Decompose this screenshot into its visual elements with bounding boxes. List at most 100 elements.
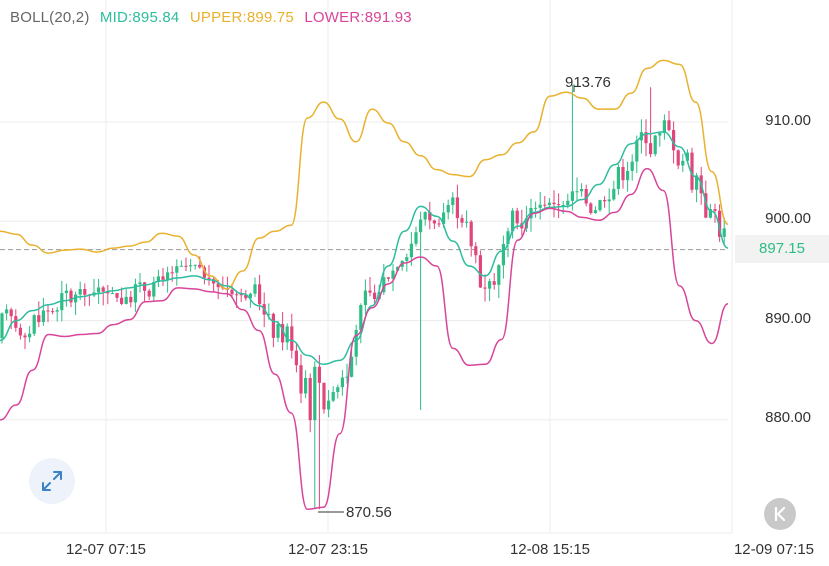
expand-arrows-icon [42,471,62,491]
candle-body [313,366,317,421]
annotation-leaders [318,84,575,513]
candle-body [580,189,584,192]
candle-body [428,212,432,221]
candle-body [304,378,308,394]
candle-body [566,200,570,206]
candle-body [359,305,363,331]
x-tick-label: 12-08 15:15 [509,541,591,558]
candle-body [718,210,722,237]
candle-body [607,199,611,202]
candle-body [708,209,712,218]
candle-body [363,290,367,306]
candle-body [423,212,427,220]
candle-body [478,255,482,288]
candle-body [575,191,579,193]
candle-body [253,284,257,294]
expand-button[interactable] [29,458,75,504]
candle-body [593,210,597,214]
high-annotation: 913.76 [565,74,611,91]
low-annotation: 870.56 [346,504,392,521]
candle-body [405,257,409,261]
candle-body [603,200,607,202]
candle-body [368,290,372,293]
candle-body [690,152,694,190]
x-tick-label: 12-07 23:15 [287,541,369,558]
candle-body [152,282,156,297]
candle-body [672,130,676,151]
candle-body [267,313,271,315]
candle-body [9,309,13,317]
candle-body [55,310,59,312]
candle-body [322,382,326,410]
legend-indicator-name: BOLL(20,2) [10,9,90,26]
candle-body [534,207,538,209]
candle-body [695,175,699,190]
candle-body [511,210,515,232]
candle-body [101,287,105,292]
candle-body [258,284,262,305]
y-tick-label: 880.00 [765,409,811,426]
k-logo-button[interactable] [764,498,796,530]
candle-body [120,297,124,304]
candle-body [170,272,174,274]
candle-body [685,152,689,161]
candle-body [630,161,634,171]
candle-body [147,290,151,297]
candle-body [281,324,285,343]
candle-body [432,220,436,224]
candle-body [340,377,344,388]
candle-body [635,140,639,162]
candle-body [465,221,469,223]
candle-body [156,276,160,283]
candle-body [557,204,561,206]
candle-body [143,282,147,291]
candle-body [373,292,377,300]
candle-body [166,272,170,280]
candle-body [244,295,248,299]
candle-body [230,289,234,295]
candle-body [598,200,602,211]
candle-body [276,324,280,338]
candle-body [198,264,202,268]
candle-body [189,265,193,267]
candle-body [0,313,4,339]
candle-body [193,264,197,266]
legend-upper: UPPER:899.75 [189,9,294,26]
candle-body [419,219,423,233]
candle-body [161,276,165,280]
candle-body [538,204,542,208]
current-price-tag: 897.15 [735,235,829,263]
candle-body [616,167,620,189]
candle-body [41,310,45,323]
candle-body [442,212,446,224]
candle-body [382,277,386,293]
candle-body [5,309,9,314]
candle-body [290,326,294,351]
lower-band-line [0,167,729,511]
candle-body [74,294,78,303]
candle-body [488,281,492,289]
candle-body [299,365,303,394]
candle-body [138,282,142,285]
candle-body [561,205,565,207]
candle-body [327,400,331,410]
candle-body [391,270,395,279]
candle-body [492,281,496,285]
candle-body [110,293,114,295]
candle-body [713,209,717,211]
candle-body [474,246,478,256]
candle-body [78,289,82,295]
candle-body [175,266,179,273]
candle-body [460,218,464,223]
candle-body [570,191,574,201]
candle-body [506,231,510,245]
candle-body [386,277,390,279]
candle-body [649,143,653,155]
candle-body [520,223,524,229]
candle-body [547,202,551,206]
bollinger-bands [0,59,729,511]
candle-body [662,120,666,134]
candle-body [331,391,335,401]
candle-body [216,283,220,288]
